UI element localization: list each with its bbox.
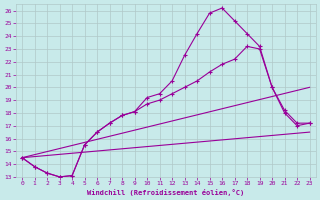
X-axis label: Windchill (Refroidissement éolien,°C): Windchill (Refroidissement éolien,°C) — [87, 189, 244, 196]
